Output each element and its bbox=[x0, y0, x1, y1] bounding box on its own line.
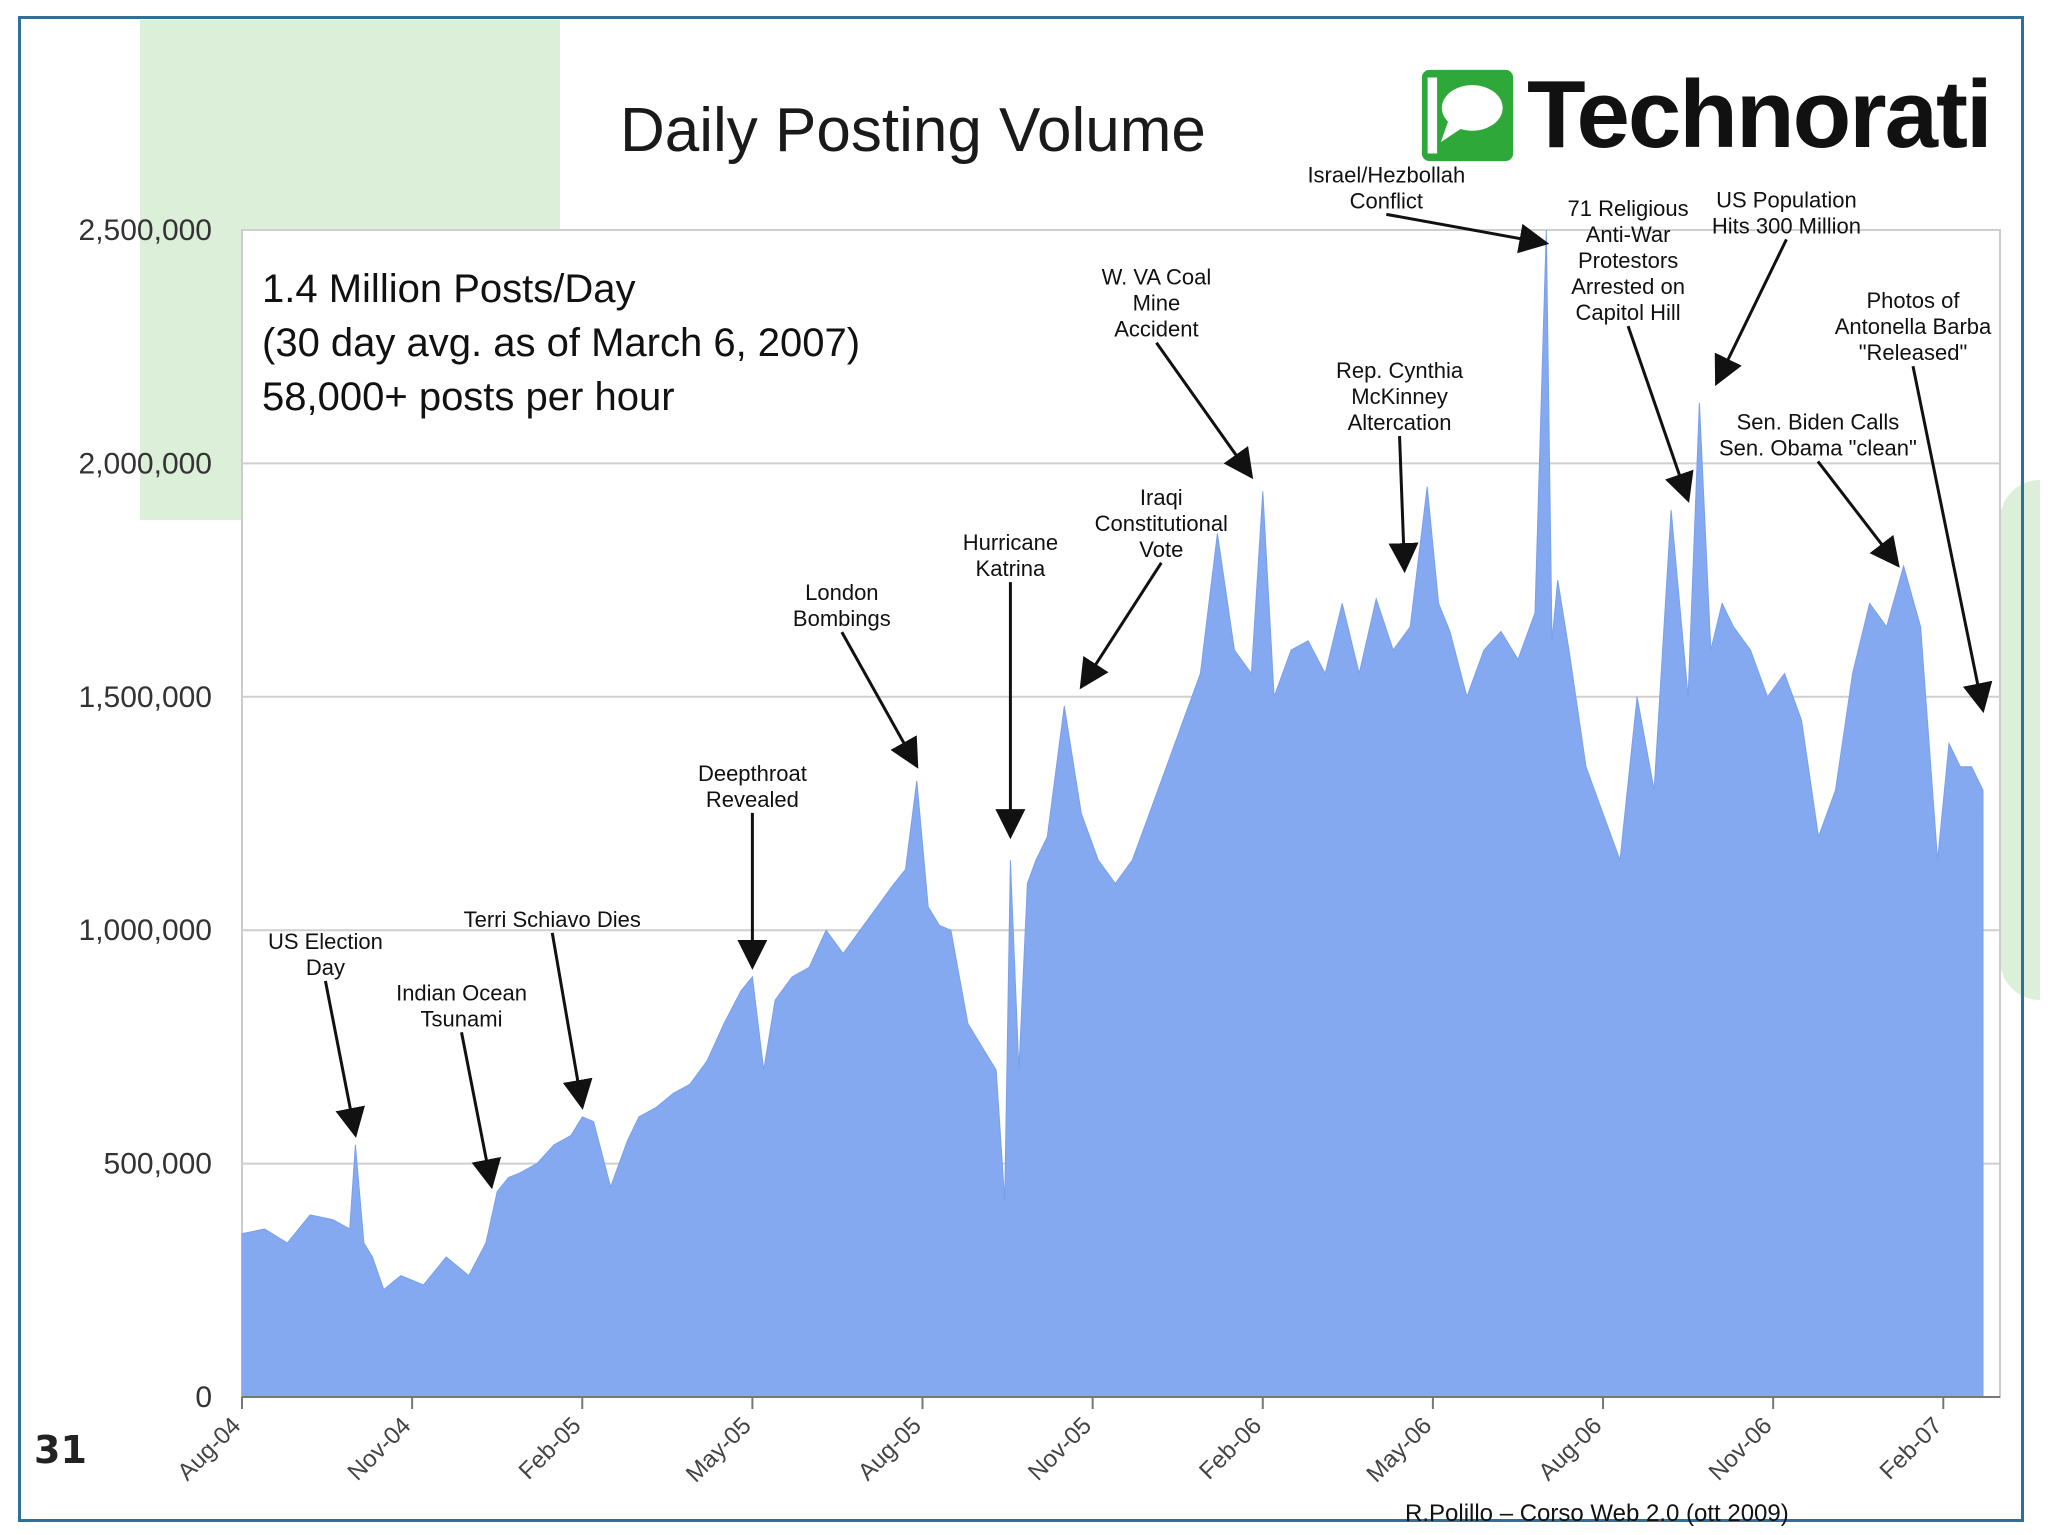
x-tick-label: Feb-05 bbox=[514, 1412, 587, 1485]
annotation-label: Arrested on bbox=[1571, 274, 1685, 299]
annotation-arrow bbox=[323, 980, 365, 1138]
area-series bbox=[241, 229, 1984, 1398]
annotation-label: Photos of bbox=[1867, 288, 1961, 313]
annotation-label: Day bbox=[306, 955, 345, 980]
annotation-arrow bbox=[550, 932, 593, 1110]
y-tick-label: 1,500,000 bbox=[79, 681, 212, 714]
y-tick-label: 2,500,000 bbox=[79, 214, 212, 247]
annotation-label: McKinney bbox=[1351, 384, 1448, 409]
annotation-label: Rep. Cynthia bbox=[1336, 358, 1464, 383]
annotation-label: Revealed bbox=[706, 787, 799, 812]
annotation-label: London bbox=[805, 580, 878, 605]
technorati-logo-icon bbox=[1421, 69, 1514, 161]
annotation-arrow bbox=[1386, 212, 1550, 254]
annotation-label: Vote bbox=[1139, 537, 1183, 562]
annotation-label: Katrina bbox=[976, 556, 1046, 581]
annotation-arrow bbox=[840, 631, 919, 769]
y-tick-label: 2,000,000 bbox=[79, 447, 212, 480]
annotation-label: Mine bbox=[1133, 291, 1181, 316]
annotation-label: W. VA Coal bbox=[1102, 265, 1212, 290]
annotation-label: Iraqi bbox=[1140, 485, 1183, 510]
annotation-label: Hurricane bbox=[963, 530, 1058, 555]
annotation-label: Capitol Hill bbox=[1576, 300, 1681, 325]
x-tick-label: May-05 bbox=[681, 1412, 757, 1488]
annotation-label: Sen. Biden Calls bbox=[1737, 409, 1900, 434]
annotation-arrow bbox=[1714, 238, 1788, 387]
annotation-label: Protestors bbox=[1578, 248, 1678, 273]
slide-frame bbox=[18, 16, 2024, 1522]
stats-line-average: (30 day avg. as of March 6, 2007) bbox=[262, 321, 861, 365]
annotation-label: Hits 300 Million bbox=[1712, 213, 1861, 238]
annotation-arrow bbox=[1911, 365, 1993, 714]
x-tick-label: Aug-05 bbox=[853, 1412, 927, 1486]
y-tick-label: 0 bbox=[195, 1381, 212, 1414]
x-tick-label: Aug-06 bbox=[1533, 1412, 1607, 1486]
annotation-arrow bbox=[1079, 561, 1163, 690]
x-tick-label: Nov-04 bbox=[343, 1412, 417, 1486]
annotation-label: Deepthroat bbox=[698, 761, 807, 786]
chart-title: Daily Posting Volume bbox=[620, 96, 1206, 165]
annotation-label: Terri Schiavo Dies bbox=[464, 907, 641, 932]
annotation-arrow bbox=[1155, 341, 1254, 480]
annotation-label: US Election bbox=[268, 929, 383, 954]
x-tick-label: Feb-06 bbox=[1194, 1412, 1267, 1485]
annotation-label: Antonella Barba bbox=[1835, 314, 1992, 339]
technorati-logo: Technorati bbox=[1420, 60, 1993, 170]
annotation-label: Conflict bbox=[1350, 188, 1423, 213]
logo-wordmark: Technorati bbox=[1527, 61, 1993, 168]
annotation-label: Sen. Obama "clean" bbox=[1719, 435, 1917, 460]
annotation-label: Israel/Hezbollah bbox=[1307, 162, 1465, 187]
x-tick-label: Nov-05 bbox=[1023, 1412, 1097, 1486]
annotation-arrow bbox=[1626, 325, 1694, 503]
annotation-label: Indian Ocean bbox=[396, 980, 527, 1005]
annotation-label: Altercation bbox=[1348, 410, 1452, 435]
annotation-label: Anti-War bbox=[1586, 222, 1671, 247]
annotation-arrow bbox=[1388, 436, 1419, 574]
annotation-label: 71 Religious bbox=[1568, 196, 1689, 221]
annotation-label: Tsunami bbox=[421, 1006, 503, 1031]
x-tick-label: Nov-06 bbox=[1704, 1412, 1778, 1486]
annotation-label: Constitutional bbox=[1095, 511, 1228, 536]
annotation-label: Accident bbox=[1114, 317, 1198, 342]
decorative-green-shape-right bbox=[2000, 480, 2040, 1000]
annotation-arrow bbox=[1816, 460, 1900, 568]
annotation-label: US Population bbox=[1716, 187, 1857, 212]
y-tick-label: 1,000,000 bbox=[79, 914, 212, 947]
x-tick-label: Feb-07 bbox=[1875, 1412, 1948, 1485]
x-tick-label: May-06 bbox=[1361, 1412, 1437, 1488]
x-tick-label: Aug-04 bbox=[172, 1412, 246, 1486]
footer-credit: R.Polillo – Corso Web 2.0 (ott 2009) bbox=[1405, 1500, 1789, 1527]
page-number: 31 bbox=[34, 1428, 87, 1472]
stats-box: 1.4 Million Posts/Day (30 day avg. as of… bbox=[262, 262, 860, 424]
annotation-label: Bombings bbox=[793, 606, 891, 631]
stats-line-daily: 1.4 Million Posts/Day bbox=[262, 267, 636, 311]
annotation-label: "Released" bbox=[1859, 340, 1968, 365]
y-tick-label: 500,000 bbox=[104, 1148, 212, 1181]
stats-line-hourly: 58,000+ posts per hour bbox=[262, 375, 675, 419]
annotation-arrow bbox=[460, 1031, 502, 1190]
